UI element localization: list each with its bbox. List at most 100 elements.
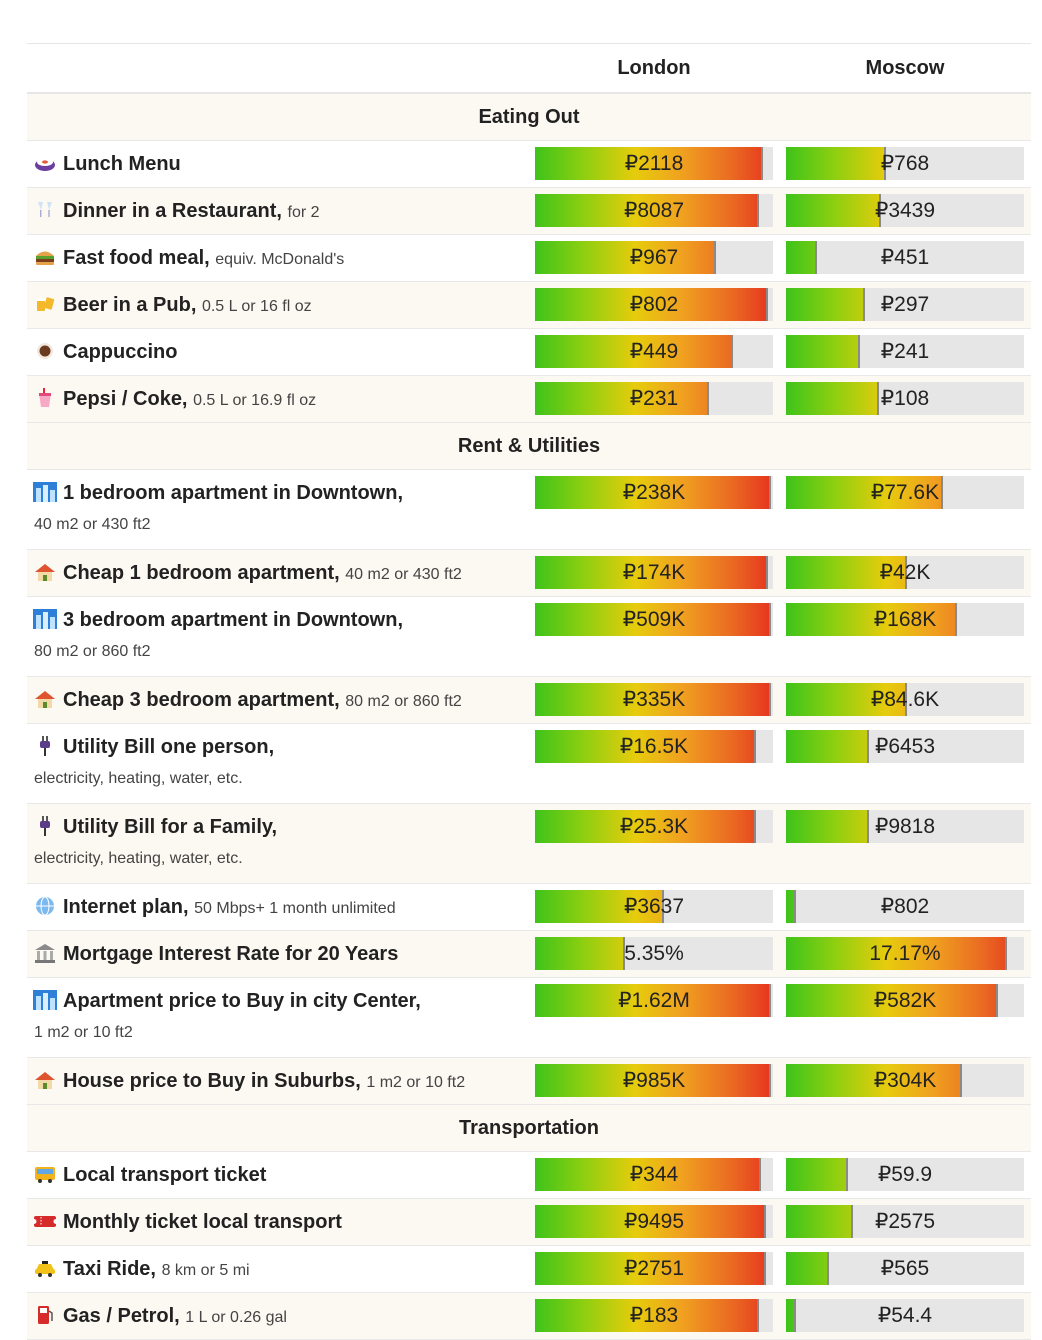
row-label: Dinner in a Restaurant, for 2 [33, 198, 529, 226]
cost-bar-london: ₽2751 [535, 1252, 773, 1285]
column-header-moscow: Moscow [865, 57, 945, 79]
item-name: Pepsi / Coke, [63, 388, 188, 410]
cost-value: ₽451 [880, 246, 930, 269]
cost-value: ₽54.4 [877, 1304, 933, 1327]
cityscape-icon [33, 609, 57, 629]
cost-bar-fill [535, 603, 771, 636]
cost-bar-fill [786, 1205, 853, 1238]
cost-value: ₽802 [880, 895, 930, 918]
cost-bar-fill [786, 937, 1007, 970]
cost-bar-fill [535, 1299, 759, 1332]
item-detail: 50 Mbps+ 1 month unlimited [194, 900, 396, 917]
item-detail: for 2 [287, 204, 320, 221]
row-label: Beer in a Pub, 0.5 L or 16 fl oz [33, 292, 529, 320]
cost-bar-moscow: ₽84.6K [786, 683, 1024, 716]
cost-value: ₽8087 [623, 199, 685, 222]
cost-value: ₽985K [622, 1069, 686, 1092]
cost-bar-moscow: ₽54.4 [786, 1299, 1024, 1332]
cost-bar-london: ₽3637 [535, 890, 773, 923]
cityscape-icon [33, 482, 57, 502]
cost-bar-london: ₽335K [535, 683, 773, 716]
cost-value: ₽582K [873, 989, 937, 1012]
row-label: Pepsi / Coke, 0.5 L or 16.9 fl oz [33, 386, 529, 414]
cost-value: ₽768 [880, 152, 930, 175]
cost-bar-london: ₽183 [535, 1299, 773, 1332]
cost-value: ₽42K [879, 561, 931, 584]
cost-bar-london: ₽238K [535, 476, 773, 509]
house-icon [33, 689, 57, 709]
table-row: 3 bedroom apartment in Downtown, 80 m2 or… [27, 597, 1031, 677]
item-detail: 8 km or 5 mi [161, 1262, 250, 1279]
plug-icon [33, 736, 57, 756]
cost-value: ₽449 [629, 340, 679, 363]
row-label: 1 bedroom apartment in Downtown, [33, 480, 529, 506]
item-detail: electricity, heating, water, etc. [34, 850, 243, 867]
row-label: Apartment price to Buy in city Center, [33, 988, 529, 1014]
cost-value: ₽344 [629, 1163, 679, 1186]
table-row: Cheap 3 bedroom apartment, 80 m2 or 860 … [27, 677, 1031, 724]
row-label: 3 bedroom apartment in Downtown, [33, 607, 529, 633]
cost-bar-moscow: ₽59.9 [786, 1158, 1024, 1191]
item-name: Gas / Petrol, [63, 1305, 180, 1327]
cost-bar-fill [535, 288, 768, 321]
item-name: Cheap 1 bedroom apartment, [63, 562, 340, 584]
cost-value: ₽174K [622, 561, 686, 584]
cost-bar-fill [786, 890, 796, 923]
cost-bar-fill [535, 890, 664, 923]
item-name: Dinner in a Restaurant, [63, 200, 282, 222]
item-name: Apartment price to Buy in city Center, [63, 990, 421, 1012]
cost-value: ₽168K [873, 608, 937, 631]
row-label: Taxi Ride, 8 km or 5 mi [33, 1256, 529, 1284]
cost-bar-fill [786, 1252, 829, 1285]
cost-value: ₽25.3K [619, 815, 689, 838]
cost-value: ₽565 [880, 1257, 930, 1280]
cost-bar-london: 5.35% [535, 937, 773, 970]
cost-bar-fill [535, 1064, 771, 1097]
bank-icon [33, 943, 57, 963]
cost-bar-moscow: ₽3439 [786, 194, 1024, 227]
cost-bar-fill [786, 556, 907, 589]
row-label: Mortgage Interest Rate for 20 Years [33, 941, 529, 967]
cost-bar-london: ₽985K [535, 1064, 773, 1097]
cost-bar-fill [535, 241, 716, 274]
row-label: House price to Buy in Suburbs, 1 m2 or 1… [33, 1068, 529, 1096]
cost-bar-fill [535, 1158, 761, 1191]
table-row: Taxi Ride, 8 km or 5 mi ₽2751 ₽565 [27, 1246, 1031, 1293]
item-detail: 40 m2 or 430 ft2 [34, 516, 151, 533]
table-row: Dinner in a Restaurant, for 2 ₽8087 ₽3439 [27, 188, 1031, 235]
cost-bar-moscow: ₽451 [786, 241, 1024, 274]
cost-bar-moscow: ₽77.6K [786, 476, 1024, 509]
item-name: Mortgage Interest Rate for 20 Years [63, 943, 399, 965]
cost-value: ₽84.6K [870, 688, 940, 711]
cost-value: ₽9495 [623, 1210, 685, 1233]
globe-icon [33, 896, 57, 916]
sushi-icon [33, 153, 57, 173]
table-row: Internet plan, 50 Mbps+ 1 month unlimite… [27, 884, 1031, 931]
item-detail: 0.5 L or 16.9 fl oz [193, 392, 317, 409]
cost-bar-fill [786, 335, 860, 368]
cost-bar-fill [786, 476, 943, 509]
item-name: Beer in a Pub, [63, 294, 197, 316]
cost-value: 17.17% [869, 942, 941, 965]
cost-bar-moscow: ₽9818 [786, 810, 1024, 843]
table-row: House price to Buy in Suburbs, 1 m2 or 1… [27, 1058, 1031, 1105]
cost-bar-fill [786, 147, 886, 180]
cost-bar-moscow: ₽241 [786, 335, 1024, 368]
item-name: House price to Buy in Suburbs, [63, 1070, 361, 1092]
row-label: Fast food meal, equiv. McDonald's [33, 245, 529, 273]
cost-bar-moscow: ₽2575 [786, 1205, 1024, 1238]
cityscape-icon [33, 990, 57, 1010]
cost-bar-moscow: ₽802 [786, 890, 1024, 923]
cost-value: ₽335K [622, 688, 686, 711]
table-row: Utility Bill one person, electricity, hea… [27, 724, 1031, 804]
table-row: Beer in a Pub, 0.5 L or 16 fl oz ₽802 ₽297 [27, 282, 1031, 329]
item-detail: equiv. McDonald's [215, 251, 345, 268]
item-name: Fast food meal, [63, 247, 210, 269]
row-label: Monthly ticket local transport [31, 1209, 529, 1235]
row-label: Internet plan, 50 Mbps+ 1 month unlimite… [33, 894, 529, 922]
cost-value: ₽77.6K [870, 481, 940, 504]
beer-icon [33, 294, 57, 314]
comparison-table: London Moscow Eating Out Lunch Menu ₽2118 ₽… [27, 43, 1031, 1340]
house-icon [33, 1070, 57, 1090]
row-label: Cheap 3 bedroom apartment, 80 m2 or 860 … [33, 687, 529, 715]
